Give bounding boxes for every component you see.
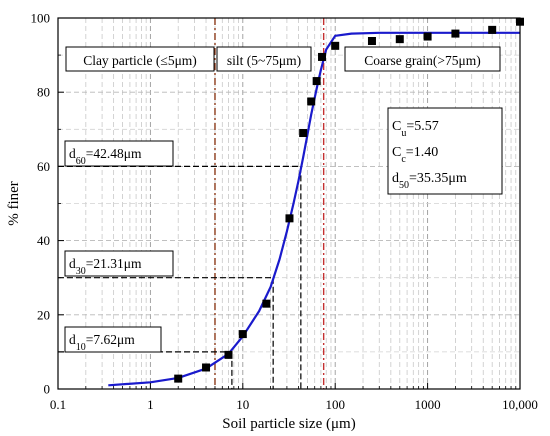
region-label-box: [216, 46, 312, 72]
fitted-curve: [108, 31, 520, 387]
data-point: [488, 25, 497, 34]
data-point: [224, 350, 233, 359]
data-point: [285, 214, 294, 223]
x-tick-label: 10,000: [502, 397, 538, 412]
stats-line: Cu=5.57: [392, 119, 439, 139]
stats-box: [387, 107, 503, 195]
reference-lines: [58, 18, 325, 389]
x-tick-label: 10: [236, 397, 249, 412]
data-point: [312, 77, 321, 86]
percentile-label: d30=21.31μm: [69, 256, 142, 277]
y-axis-label: % finer: [6, 181, 22, 226]
data-point: [331, 41, 340, 50]
percentile-label-box: [64, 250, 174, 277]
stats-line: d50=35.35μm: [392, 171, 467, 191]
data-point: [262, 299, 271, 308]
data-points: [174, 17, 524, 383]
percentile-label: d10=7.62μm: [69, 332, 135, 353]
region-label-coarse: Coarse grain(>75μm): [364, 53, 480, 68]
data-point: [307, 97, 316, 106]
data-point: [238, 330, 247, 339]
data-point: [202, 363, 211, 372]
x-tick-label: 100: [325, 397, 345, 412]
data-point: [367, 37, 376, 46]
percentile-label-box: [64, 326, 162, 353]
region-label-box: [65, 46, 215, 72]
axis-ticks: 0.1 1 10 100 1000 10,000 0 20 40 60 80 100: [31, 11, 538, 413]
region-label-silt: silt (5~75μm): [227, 53, 301, 68]
y-tick-label: 100: [31, 11, 51, 26]
data-point: [318, 52, 327, 61]
data-point: [451, 29, 460, 38]
data-point: [174, 374, 183, 383]
y-tick-label: 40: [37, 233, 50, 248]
x-tick-label: 0.1: [50, 397, 66, 412]
region-label-box: [344, 46, 501, 72]
y-tick-label: 80: [37, 85, 50, 100]
y-tick-label: 60: [37, 159, 50, 174]
region-label-clay: Clay particle (≤5μm): [83, 53, 197, 68]
x-axis-label: Soil particle size (μm): [222, 416, 355, 432]
y-tick-label: 0: [44, 382, 51, 397]
percentile-label-box: [64, 140, 174, 167]
data-point: [299, 129, 308, 138]
annotation-boxes: Clay particle (≤5μm) silt (5~75μm) Coarse …: [64, 46, 503, 353]
percentile-label: d60=42.48μm: [69, 146, 142, 167]
stats-line: Cc=1.40: [392, 145, 438, 165]
data-point: [395, 35, 404, 44]
y-tick-label: 20: [37, 307, 50, 322]
data-point: [423, 32, 432, 41]
x-tick-label: 1: [147, 397, 154, 412]
fitted-curve-line: [108, 31, 520, 387]
x-tick-label: 1000: [415, 397, 441, 412]
